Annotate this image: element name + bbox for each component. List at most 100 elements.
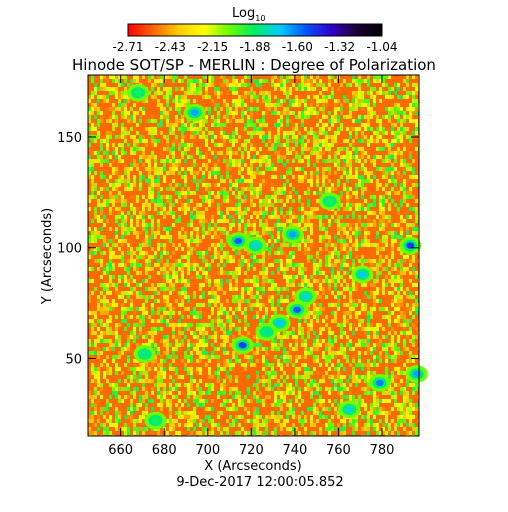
heatmap-cell bbox=[298, 215, 301, 219]
heatmap-cell bbox=[277, 219, 280, 223]
heatmap-cell bbox=[238, 359, 241, 363]
heatmap-cell bbox=[331, 123, 334, 127]
heatmap-cell bbox=[367, 383, 370, 387]
heatmap-cell bbox=[262, 303, 265, 307]
heatmap-cell bbox=[106, 311, 109, 315]
heatmap-cell bbox=[397, 259, 400, 263]
heatmap-cell bbox=[94, 99, 97, 103]
heatmap-cell bbox=[166, 99, 169, 103]
heatmap-cell bbox=[139, 147, 142, 151]
heatmap-cell bbox=[139, 291, 142, 295]
heatmap-cell bbox=[382, 199, 385, 203]
heatmap-cell bbox=[388, 355, 391, 359]
heatmap-cell bbox=[382, 315, 385, 319]
heatmap-cell bbox=[208, 183, 211, 187]
heatmap-cell bbox=[412, 339, 415, 343]
heatmap-cell bbox=[391, 299, 394, 303]
heatmap-cell bbox=[115, 363, 118, 367]
heatmap-cell bbox=[325, 319, 328, 323]
heatmap-cell bbox=[259, 259, 262, 263]
heatmap-cell bbox=[181, 299, 184, 303]
heatmap-cell bbox=[268, 195, 271, 199]
heatmap-cell bbox=[151, 283, 154, 287]
heatmap-cell bbox=[166, 155, 169, 159]
heatmap-cell bbox=[94, 211, 97, 215]
heatmap-cell bbox=[253, 383, 256, 387]
heatmap-cell bbox=[151, 191, 154, 195]
heatmap-cell bbox=[97, 299, 100, 303]
heatmap-cell bbox=[226, 175, 229, 179]
heatmap-cell bbox=[127, 183, 130, 187]
heatmap-cell bbox=[94, 347, 97, 351]
heatmap-cell bbox=[91, 83, 94, 87]
heatmap-cell bbox=[148, 255, 151, 259]
heatmap-cell bbox=[211, 227, 214, 231]
heatmap-cell bbox=[292, 147, 295, 151]
heatmap-cell bbox=[208, 335, 211, 339]
heatmap-cell bbox=[310, 175, 313, 179]
heatmap-cell bbox=[199, 343, 202, 347]
heatmap-cell bbox=[211, 99, 214, 103]
heatmap-cell bbox=[355, 247, 358, 251]
heatmap-cell bbox=[244, 199, 247, 203]
heatmap-cell bbox=[103, 303, 106, 307]
heatmap-cell bbox=[193, 391, 196, 395]
heatmap-cell bbox=[370, 327, 373, 331]
heatmap-cell bbox=[298, 155, 301, 159]
heatmap-cell bbox=[247, 167, 250, 171]
heatmap-cell bbox=[388, 331, 391, 335]
heatmap-cell bbox=[169, 367, 172, 371]
heatmap-cell bbox=[226, 363, 229, 367]
heatmap-cell bbox=[115, 235, 118, 239]
heatmap-cell bbox=[328, 135, 331, 139]
heatmap-cell bbox=[214, 335, 217, 339]
heatmap-cell bbox=[391, 371, 394, 375]
heatmap-cell bbox=[184, 287, 187, 291]
heatmap-cell bbox=[178, 339, 181, 343]
heatmap-cell bbox=[223, 83, 226, 87]
heatmap-cell bbox=[394, 179, 397, 183]
heatmap-cell bbox=[415, 283, 418, 287]
heatmap-cell bbox=[376, 323, 379, 327]
heatmap-cell bbox=[109, 331, 112, 335]
heatmap-cell bbox=[229, 379, 232, 383]
heatmap-cell bbox=[91, 91, 94, 95]
heatmap-cell bbox=[352, 139, 355, 143]
heatmap-cell bbox=[199, 327, 202, 331]
heatmap-cell bbox=[358, 231, 361, 235]
heatmap-cell bbox=[382, 147, 385, 151]
heatmap-cell bbox=[409, 327, 412, 331]
heatmap-cell bbox=[361, 239, 364, 243]
heatmap-cell bbox=[199, 251, 202, 255]
heatmap-cell bbox=[343, 287, 346, 291]
heatmap-cell bbox=[112, 343, 115, 347]
heatmap-cell bbox=[346, 391, 349, 395]
heatmap-cell bbox=[373, 103, 376, 107]
heatmap-cell bbox=[349, 247, 352, 251]
heatmap-cell bbox=[100, 291, 103, 295]
heatmap-cell bbox=[292, 223, 295, 227]
heatmap-cell bbox=[352, 175, 355, 179]
heatmap-cell bbox=[370, 211, 373, 215]
heatmap-cell bbox=[169, 131, 172, 135]
heatmap-cell bbox=[286, 139, 289, 143]
heatmap-cell bbox=[358, 395, 361, 399]
heatmap-cell bbox=[286, 179, 289, 183]
heatmap-cell bbox=[196, 271, 199, 275]
heatmap-cell bbox=[256, 151, 259, 155]
heatmap-cell bbox=[115, 255, 118, 259]
heatmap-cell bbox=[208, 171, 211, 175]
heatmap-cell bbox=[313, 139, 316, 143]
heatmap-cell bbox=[340, 351, 343, 355]
heatmap-cell bbox=[406, 331, 409, 335]
heatmap-cell bbox=[412, 207, 415, 211]
heatmap-cell bbox=[184, 135, 187, 139]
heatmap-cell bbox=[394, 319, 397, 323]
heatmap-cell bbox=[235, 387, 238, 391]
heatmap-cell bbox=[385, 339, 388, 343]
heatmap-cell bbox=[190, 311, 193, 315]
heatmap-cell bbox=[379, 91, 382, 95]
heatmap-cell bbox=[124, 87, 127, 91]
heatmap-cell bbox=[373, 219, 376, 223]
heatmap-cell bbox=[208, 79, 211, 83]
